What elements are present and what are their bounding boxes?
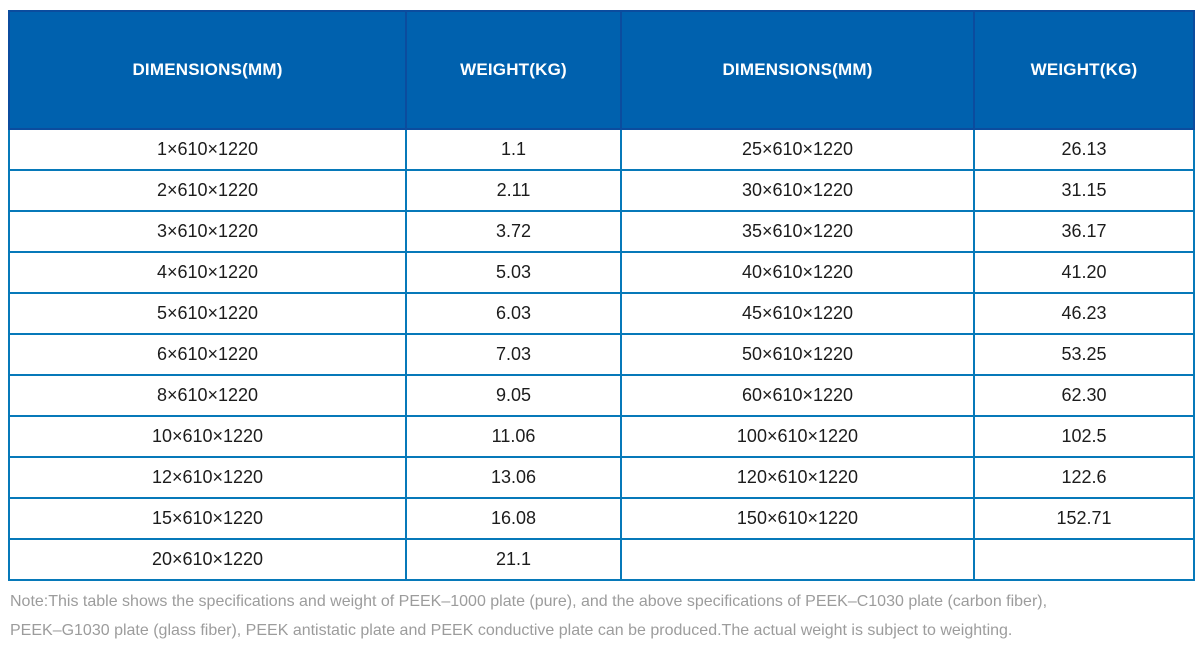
weight-column-header: WEIGHT(KG) [405, 10, 622, 130]
weight-cell: 3.72 [405, 210, 622, 253]
dimensions-column-header: DIMENSIONS(MM) [8, 10, 407, 130]
dimensions-cell: 1×610×1220 [8, 128, 407, 171]
weight-cell: 53.25 [973, 333, 1195, 376]
dimensions-cell: 15×610×1220 [8, 497, 407, 540]
weight-cell: 122.6 [973, 456, 1195, 499]
dimensions-cell: 2×610×1220 [8, 169, 407, 212]
table-row: 15×610×1220 16.08 150×610×1220 152.71 [8, 497, 1195, 540]
table-row: 4×610×1220 5.03 40×610×1220 41.20 [8, 251, 1195, 294]
spec-table-header: DIMENSIONS(MM) WEIGHT(KG) DIMENSIONS(MM) WE… [8, 10, 1195, 130]
weight-cell: 36.17 [973, 210, 1195, 253]
dimensions-cell: 25×610×1220 [620, 128, 975, 171]
dimensions-cell: 30×610×1220 [620, 169, 975, 212]
dimensions-cell: 120×610×1220 [620, 456, 975, 499]
weight-cell: 26.13 [973, 128, 1195, 171]
weight-cell: 102.5 [973, 415, 1195, 458]
weight-cell: 16.08 [405, 497, 622, 540]
dimensions-cell: 45×610×1220 [620, 292, 975, 335]
dimensions-cell: 150×610×1220 [620, 497, 975, 540]
weight-cell: 6.03 [405, 292, 622, 335]
dimensions-cell: 40×610×1220 [620, 251, 975, 294]
weight-cell: 31.15 [973, 169, 1195, 212]
table-row: 12×610×1220 13.06 120×610×1220 122.6 [8, 456, 1195, 499]
dimensions-cell [620, 538, 975, 581]
dimensions-cell: 10×610×1220 [8, 415, 407, 458]
weight-cell: 46.23 [973, 292, 1195, 335]
weight-cell: 1.1 [405, 128, 622, 171]
table-row: 5×610×1220 6.03 45×610×1220 46.23 [8, 292, 1195, 335]
weight-cell: 13.06 [405, 456, 622, 499]
table-row: 10×610×1220 11.06 100×610×1220 102.5 [8, 415, 1195, 458]
dimensions-cell: 50×610×1220 [620, 333, 975, 376]
dimensions-cell: 8×610×1220 [8, 374, 407, 417]
weight-cell: 9.05 [405, 374, 622, 417]
table-row: 6×610×1220 7.03 50×610×1220 53.25 [8, 333, 1195, 376]
dimensions-cell: 35×610×1220 [620, 210, 975, 253]
spec-table: DIMENSIONS(MM) WEIGHT(KG) DIMENSIONS(MM) WE… [8, 10, 1195, 581]
dimensions-cell: 12×610×1220 [8, 456, 407, 499]
weight-cell: 41.20 [973, 251, 1195, 294]
weight-cell: 11.06 [405, 415, 622, 458]
weight-column-header: WEIGHT(KG) [973, 10, 1195, 130]
dimensions-cell: 3×610×1220 [8, 210, 407, 253]
spec-table-body: 1×610×1220 1.1 25×610×1220 26.13 2×610×1220 2… [8, 128, 1195, 581]
dimensions-cell: 5×610×1220 [8, 292, 407, 335]
dimensions-cell: 20×610×1220 [8, 538, 407, 581]
dimensions-cell: 100×610×1220 [620, 415, 975, 458]
header-row: DIMENSIONS(MM) WEIGHT(KG) DIMENSIONS(MM) WE… [8, 10, 1195, 130]
table-row: 8×610×1220 9.05 60×610×1220 62.30 [8, 374, 1195, 417]
table-row: 1×610×1220 1.1 25×610×1220 26.13 [8, 128, 1195, 171]
weight-cell: 2.11 [405, 169, 622, 212]
dimensions-cell: 4×610×1220 [8, 251, 407, 294]
table-row: 20×610×1220 21.1 [8, 538, 1195, 581]
weight-cell: 7.03 [405, 333, 622, 376]
note-line: PEEK–G1030 plate (glass fiber), PEEK ant… [10, 622, 1013, 639]
note-line: Note:This table shows the specifications… [10, 593, 1048, 610]
table-row: 3×610×1220 3.72 35×610×1220 36.17 [8, 210, 1195, 253]
dimensions-column-header: DIMENSIONS(MM) [620, 10, 975, 130]
weight-cell: 62.30 [973, 374, 1195, 417]
weight-cell: 21.1 [405, 538, 622, 581]
dimensions-cell: 60×610×1220 [620, 374, 975, 417]
weight-cell: 152.71 [973, 497, 1195, 540]
table-row: 2×610×1220 2.11 30×610×1220 31.15 [8, 169, 1195, 212]
note: Note:This table shows the specifications… [10, 587, 1180, 645]
dimensions-cell: 6×610×1220 [8, 333, 407, 376]
weight-cell [973, 538, 1195, 581]
weight-cell: 5.03 [405, 251, 622, 294]
